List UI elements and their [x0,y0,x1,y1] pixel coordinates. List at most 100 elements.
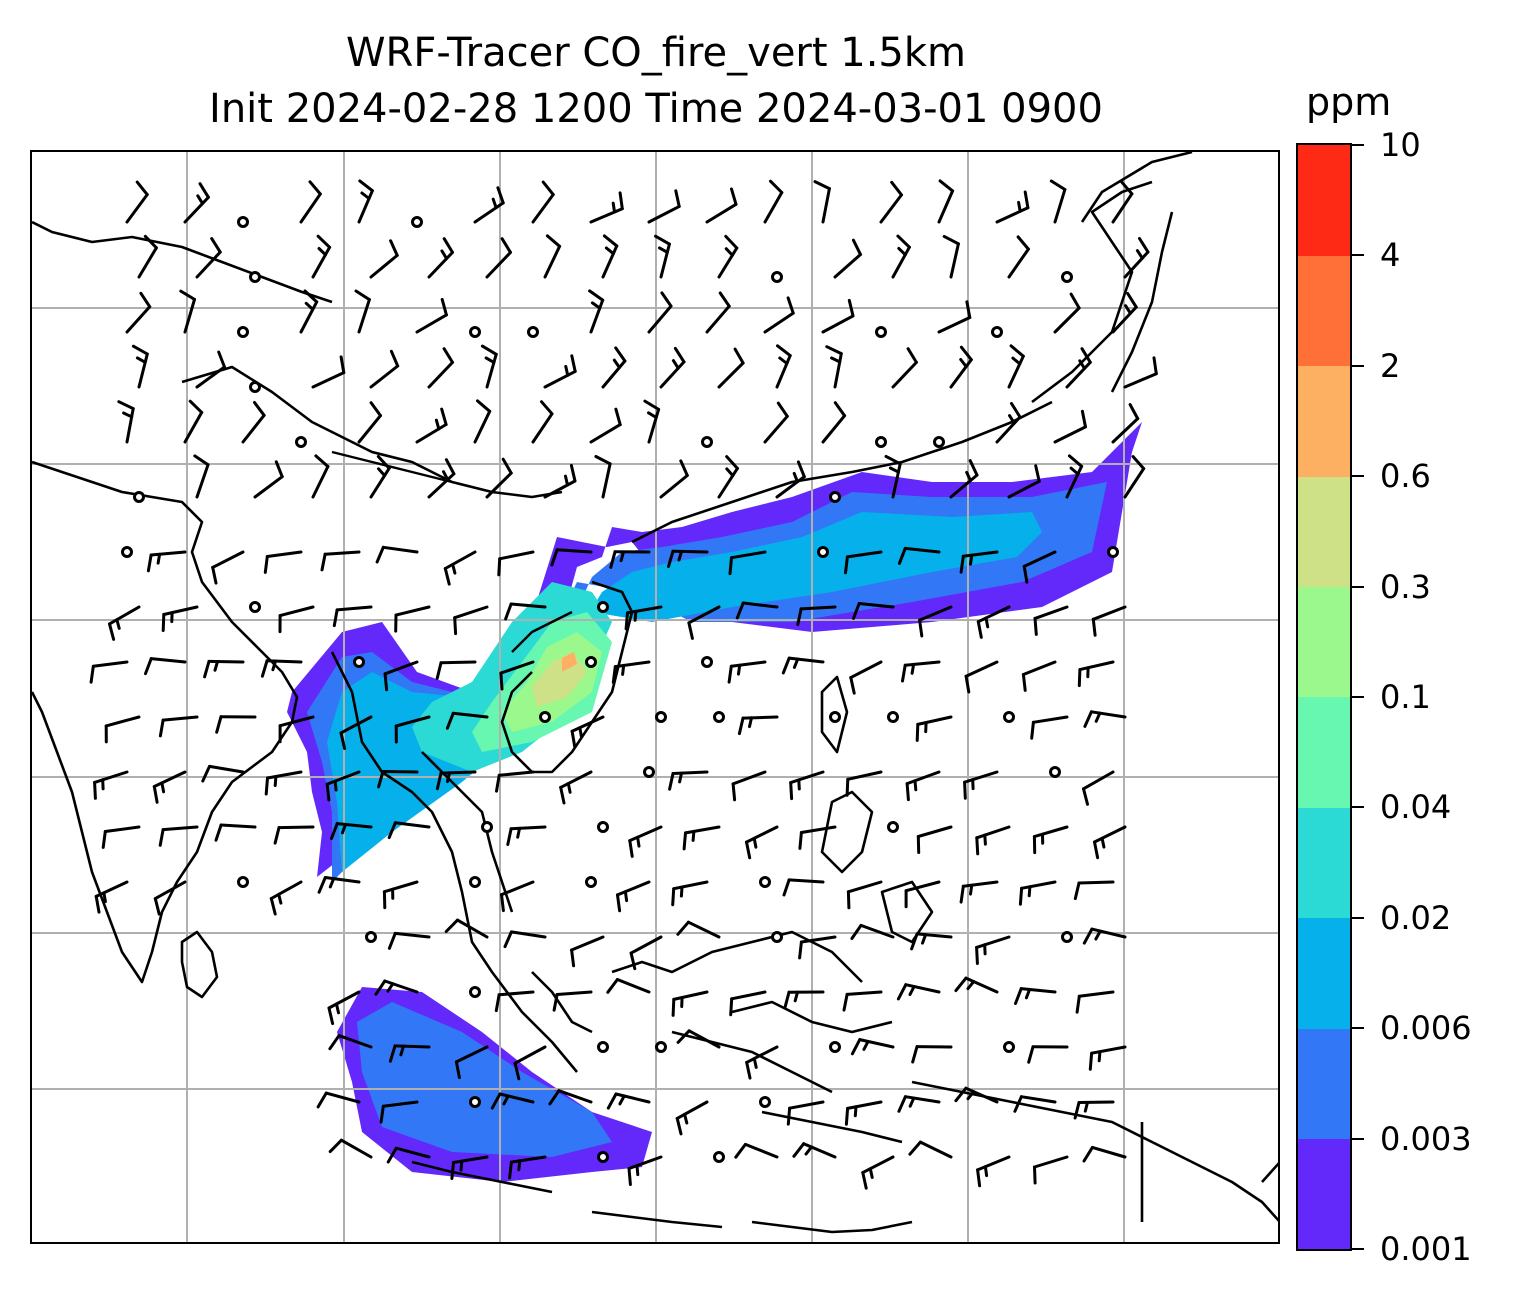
wind-barb [796,605,837,626]
wind-barb [299,289,319,334]
calm-wind-circle [771,931,783,943]
colorbar-tick-label: 0.04 [1380,788,1452,827]
wind-barb [737,715,779,736]
wind-barb [959,550,999,574]
wind-barb [629,935,663,971]
wind-barb [104,715,141,744]
colorbar-tick-label: 0.1 [1380,678,1431,716]
wind-barb [1111,180,1134,224]
wind-barb [316,1091,361,1109]
wind-barb [624,605,663,631]
wind-barb [570,935,605,968]
calm-wind-circle [597,1151,609,1163]
wind-barb [589,407,622,444]
wind-barb [273,825,315,845]
wind-barb [125,180,149,224]
wind-barb [937,300,972,334]
calm-wind-circle [713,1151,725,1163]
map-panel [30,150,1280,1244]
wind-barb [278,715,315,744]
wind-barb [93,770,129,800]
calm-wind-circle [887,821,899,833]
wind-barb [1014,987,1057,1005]
colorbar-tick-label: 0.02 [1380,898,1452,937]
wind-barb [918,605,953,638]
calm-wind-circle [249,601,261,613]
calm-wind-circle [829,1041,841,1053]
wind-barb [415,407,448,444]
colorbar-tick [1352,1027,1364,1030]
wind-barb [964,660,999,694]
wind-barb [1027,1045,1069,1064]
wind-barb [1111,292,1138,334]
wind-barb [959,880,999,904]
wind-barb [480,344,498,389]
wind-barbs [89,179,1158,1190]
wind-barb [214,823,257,842]
wind-barb [253,460,284,499]
wind-barb [975,935,1011,965]
wind-barb [101,825,141,849]
wind-barb [183,182,210,224]
wind-barb [357,179,374,224]
wind-barb [260,659,303,678]
wind-barb [1013,1095,1057,1113]
wind-barb [161,605,199,632]
colorbar-segment [1298,807,1350,919]
wind-barb [375,545,419,564]
wind-barb [731,770,767,802]
wind-barb [954,976,999,994]
wind-barb [445,711,489,730]
colorbar-tick [1352,144,1364,146]
wind-barb [995,402,1022,444]
wind-barb [354,289,371,334]
wind-barb [601,346,627,389]
wind-barb [193,454,210,499]
wind-barb [850,1038,895,1056]
wind-barb [1083,710,1127,728]
wind-barb [901,660,941,683]
colorbar-tick [1352,585,1364,588]
colorbar-tick-label: 0.003 [1380,1119,1472,1158]
wind-barb [798,935,837,960]
calm-wind-circle [1003,1041,1015,1053]
calm-wind-circle [237,326,249,338]
wind-barb [531,400,554,444]
calm-wind-circle [1061,931,1073,943]
wind-barb [1007,464,1041,499]
wind-barb [659,459,689,499]
wind-barb [332,605,373,628]
wind-barb [601,234,619,279]
calm-wind-circle [469,986,481,998]
wind-barb [453,605,489,636]
wind-barb [904,880,941,909]
wind-barb [146,550,187,573]
wind-barb [299,180,322,224]
wind-barb [849,660,883,695]
wind-barb [717,455,739,499]
plume-level-3 [327,512,1042,872]
wind-barb [543,463,577,499]
calm-wind-circle [829,711,841,723]
wind-barb [328,1138,373,1159]
calm-wind-circle [759,876,771,888]
wind-barb [550,548,593,567]
wind-barb [369,455,391,499]
colorbar-segment [1298,1028,1350,1140]
wind-barb [263,550,303,574]
wind-barb [844,1100,883,1126]
wind-barb [1021,660,1057,692]
wind-barb [415,298,448,334]
wind-barb [975,825,1011,856]
wind-barb [311,355,346,389]
calm-wind-circle [353,656,365,668]
wind-barb [357,401,382,444]
wind-barb [1111,403,1140,444]
calm-wind-circle [701,656,713,668]
calm-wind-circle [655,711,667,723]
wind-barb [879,180,903,224]
wind-barb [995,190,1030,224]
wind-barb [628,825,663,858]
wind-barb [850,923,895,940]
wind-barb [763,179,784,224]
